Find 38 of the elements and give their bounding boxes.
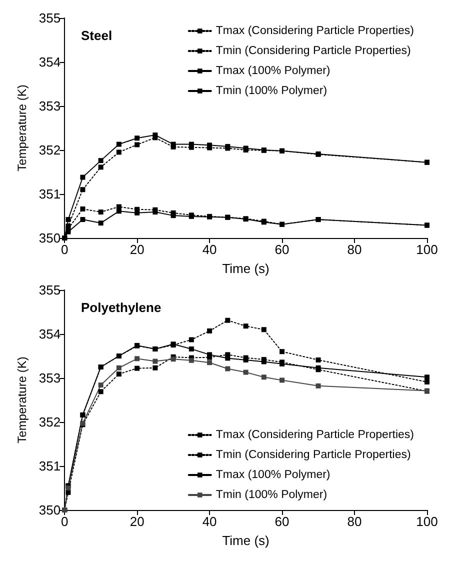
- text: Steel: [81, 28, 112, 43]
- x-tick-label: 40: [202, 242, 217, 257]
- x-tick-label: 80: [347, 514, 362, 529]
- y-tick-label: 351: [38, 458, 61, 474]
- y-tick-label: 355: [38, 282, 61, 298]
- x-tick-label: 80: [347, 242, 362, 257]
- y-tick-label: 352: [38, 414, 61, 430]
- x-tick-label: 40: [202, 514, 217, 529]
- y-tick-label: 350: [38, 230, 61, 246]
- x-tick-label: 0: [60, 242, 68, 257]
- x-tick-label: 100: [416, 242, 438, 257]
- y-tick-label: 351: [38, 186, 61, 202]
- y-axis-title: Temperature (K): [15, 84, 29, 172]
- legend-label: Tmin (100% Polymer): [216, 489, 328, 501]
- y-tick-label: 353: [38, 370, 61, 386]
- y-tick-label: 355: [38, 10, 61, 26]
- x-axis-title: Time (s): [222, 533, 270, 548]
- y-tick-label: 353: [38, 98, 61, 114]
- text: Polyethylene: [81, 300, 162, 315]
- y-tick-label: 354: [38, 326, 61, 342]
- y-tick-label: 350: [38, 502, 61, 518]
- x-tick-label: 0: [60, 514, 68, 529]
- x-tick-label: 60: [274, 242, 290, 257]
- x-tick-label: 100: [416, 514, 438, 529]
- x-tick-label: 20: [130, 242, 144, 257]
- x-tick-label: 20: [130, 514, 144, 529]
- x-axis-title: Time (s): [222, 261, 270, 276]
- legend-label: Tmax (Considering Particle Properties): [216, 429, 414, 441]
- legend-label: Tmin (100% Polymer): [216, 85, 328, 97]
- y-axis-title: Temperature (K): [15, 356, 29, 444]
- legend-label: Tmax (Considering Particle Properties): [216, 25, 414, 37]
- legend-label: Tmax (100% Polymer): [216, 65, 330, 77]
- legend-label: Tmin (Considering Particle Properties): [216, 449, 411, 461]
- x-tick-label: 60: [274, 514, 290, 529]
- y-tick-label: 352: [38, 142, 61, 158]
- legend-label: Tmin (Considering Particle Properties): [216, 45, 411, 57]
- legend-label: Tmax (100% Polymer): [216, 469, 330, 481]
- y-tick-label: 354: [38, 54, 61, 70]
